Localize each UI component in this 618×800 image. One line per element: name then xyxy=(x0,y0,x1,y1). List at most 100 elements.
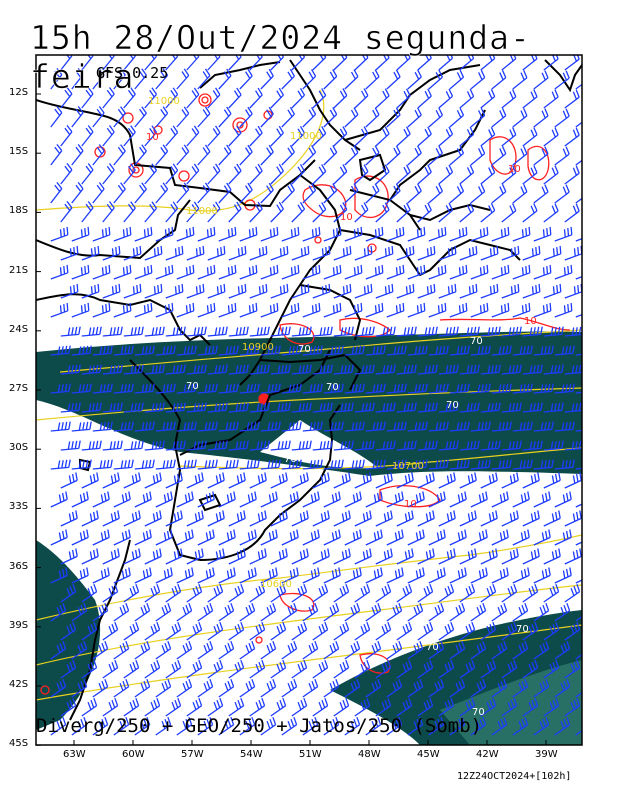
wind-barb xyxy=(155,68,169,90)
wind-barb xyxy=(428,529,446,546)
wind-barb xyxy=(554,421,575,432)
lat-label: 12S xyxy=(9,87,29,98)
wind-barb xyxy=(417,245,436,261)
wind-barb xyxy=(491,421,512,432)
wind-barb xyxy=(176,640,193,660)
lat-label: 30S xyxy=(9,442,29,454)
wind-barb xyxy=(323,183,338,204)
jet-label: 70 xyxy=(446,400,459,411)
wind-barb xyxy=(365,567,383,584)
wind-barb xyxy=(522,621,539,641)
wind-barb xyxy=(281,106,295,128)
wind-barb xyxy=(375,548,393,565)
wind-barb xyxy=(249,583,266,603)
wind-barb xyxy=(575,121,582,128)
wind-barb xyxy=(281,678,298,698)
wind-barb xyxy=(71,302,90,318)
wind-barb xyxy=(396,88,411,109)
wind-barb xyxy=(438,126,454,147)
wind-barb xyxy=(270,87,284,109)
wind-barb xyxy=(533,421,554,432)
wind-barb xyxy=(113,383,134,394)
wind-barb xyxy=(491,383,512,394)
wind-barb xyxy=(71,264,90,280)
wind-barb xyxy=(512,226,531,242)
wind-barb xyxy=(155,459,176,470)
wind-barb xyxy=(396,659,413,679)
wind-barb xyxy=(365,602,382,622)
wind-barb xyxy=(123,364,144,375)
wind-barb xyxy=(176,529,194,546)
wind-barb xyxy=(144,659,161,679)
wind-barb xyxy=(60,472,78,489)
wind-barb xyxy=(449,678,466,698)
lon-label: 42W xyxy=(476,749,499,760)
wind-barb xyxy=(249,364,270,375)
wind-barb xyxy=(281,567,299,584)
wind-barb xyxy=(260,106,274,128)
wind-barb xyxy=(312,245,331,261)
jet-label: 70 xyxy=(516,624,529,635)
wind-barb xyxy=(417,202,432,223)
wind-barb xyxy=(333,202,348,223)
wind-barb xyxy=(197,264,216,280)
wind-barb xyxy=(186,364,207,375)
wind-barb xyxy=(396,583,413,603)
wind-barb xyxy=(207,163,221,185)
wind-barb xyxy=(354,364,375,375)
wind-barb xyxy=(207,548,225,565)
wind-barb xyxy=(249,472,267,489)
wind-barb xyxy=(260,491,278,508)
wind-barb xyxy=(71,640,88,660)
wind-barb xyxy=(71,68,84,90)
wind-barb xyxy=(260,383,281,394)
wind-barb xyxy=(438,402,459,413)
wind-barb xyxy=(438,245,457,261)
wind-barb xyxy=(60,659,77,679)
wind-barb xyxy=(396,326,417,337)
wind-barb xyxy=(144,440,165,451)
wind-barb xyxy=(312,126,327,147)
wind-barb xyxy=(365,421,386,432)
wind-barb xyxy=(501,659,518,679)
wind-barb xyxy=(323,678,340,698)
wind-barb xyxy=(155,383,176,394)
wind-barb xyxy=(386,716,403,736)
wind-barb xyxy=(501,621,518,641)
wind-barb xyxy=(438,326,459,337)
wind-barb xyxy=(60,697,77,717)
wind-barb xyxy=(60,87,73,109)
wind-barb xyxy=(134,182,147,204)
wind-barb xyxy=(102,87,115,109)
lon-label: 63W xyxy=(63,749,86,760)
wind-barb xyxy=(144,245,163,261)
wind-barb xyxy=(470,529,488,546)
lat-label: 39S xyxy=(9,619,29,631)
wind-barb xyxy=(81,697,98,717)
wind-barb xyxy=(470,145,486,166)
wind-barb xyxy=(102,697,119,717)
wind-barb xyxy=(281,459,302,470)
wind-barb xyxy=(365,302,384,318)
wind-barb xyxy=(260,459,281,470)
wind-barb xyxy=(386,264,405,280)
wind-barb xyxy=(470,383,491,394)
wind-barb xyxy=(113,678,130,698)
wind-barb xyxy=(449,345,470,356)
wind-barb xyxy=(438,659,455,679)
wind-barb xyxy=(249,125,263,147)
wind-barb xyxy=(197,529,215,546)
wind-barb xyxy=(186,697,203,717)
lat-label: 27S xyxy=(9,383,29,394)
wind-barb xyxy=(60,245,79,261)
wind-barb xyxy=(207,621,224,641)
wind-barb xyxy=(533,602,550,622)
wind-barb xyxy=(417,510,435,527)
wind-barb xyxy=(302,491,320,508)
wind-barb xyxy=(176,567,194,584)
wind-barb xyxy=(533,716,550,736)
wind-barb xyxy=(281,182,295,204)
wind-barb xyxy=(228,125,242,147)
wind-barb xyxy=(386,640,403,660)
wind-barb xyxy=(260,302,279,318)
